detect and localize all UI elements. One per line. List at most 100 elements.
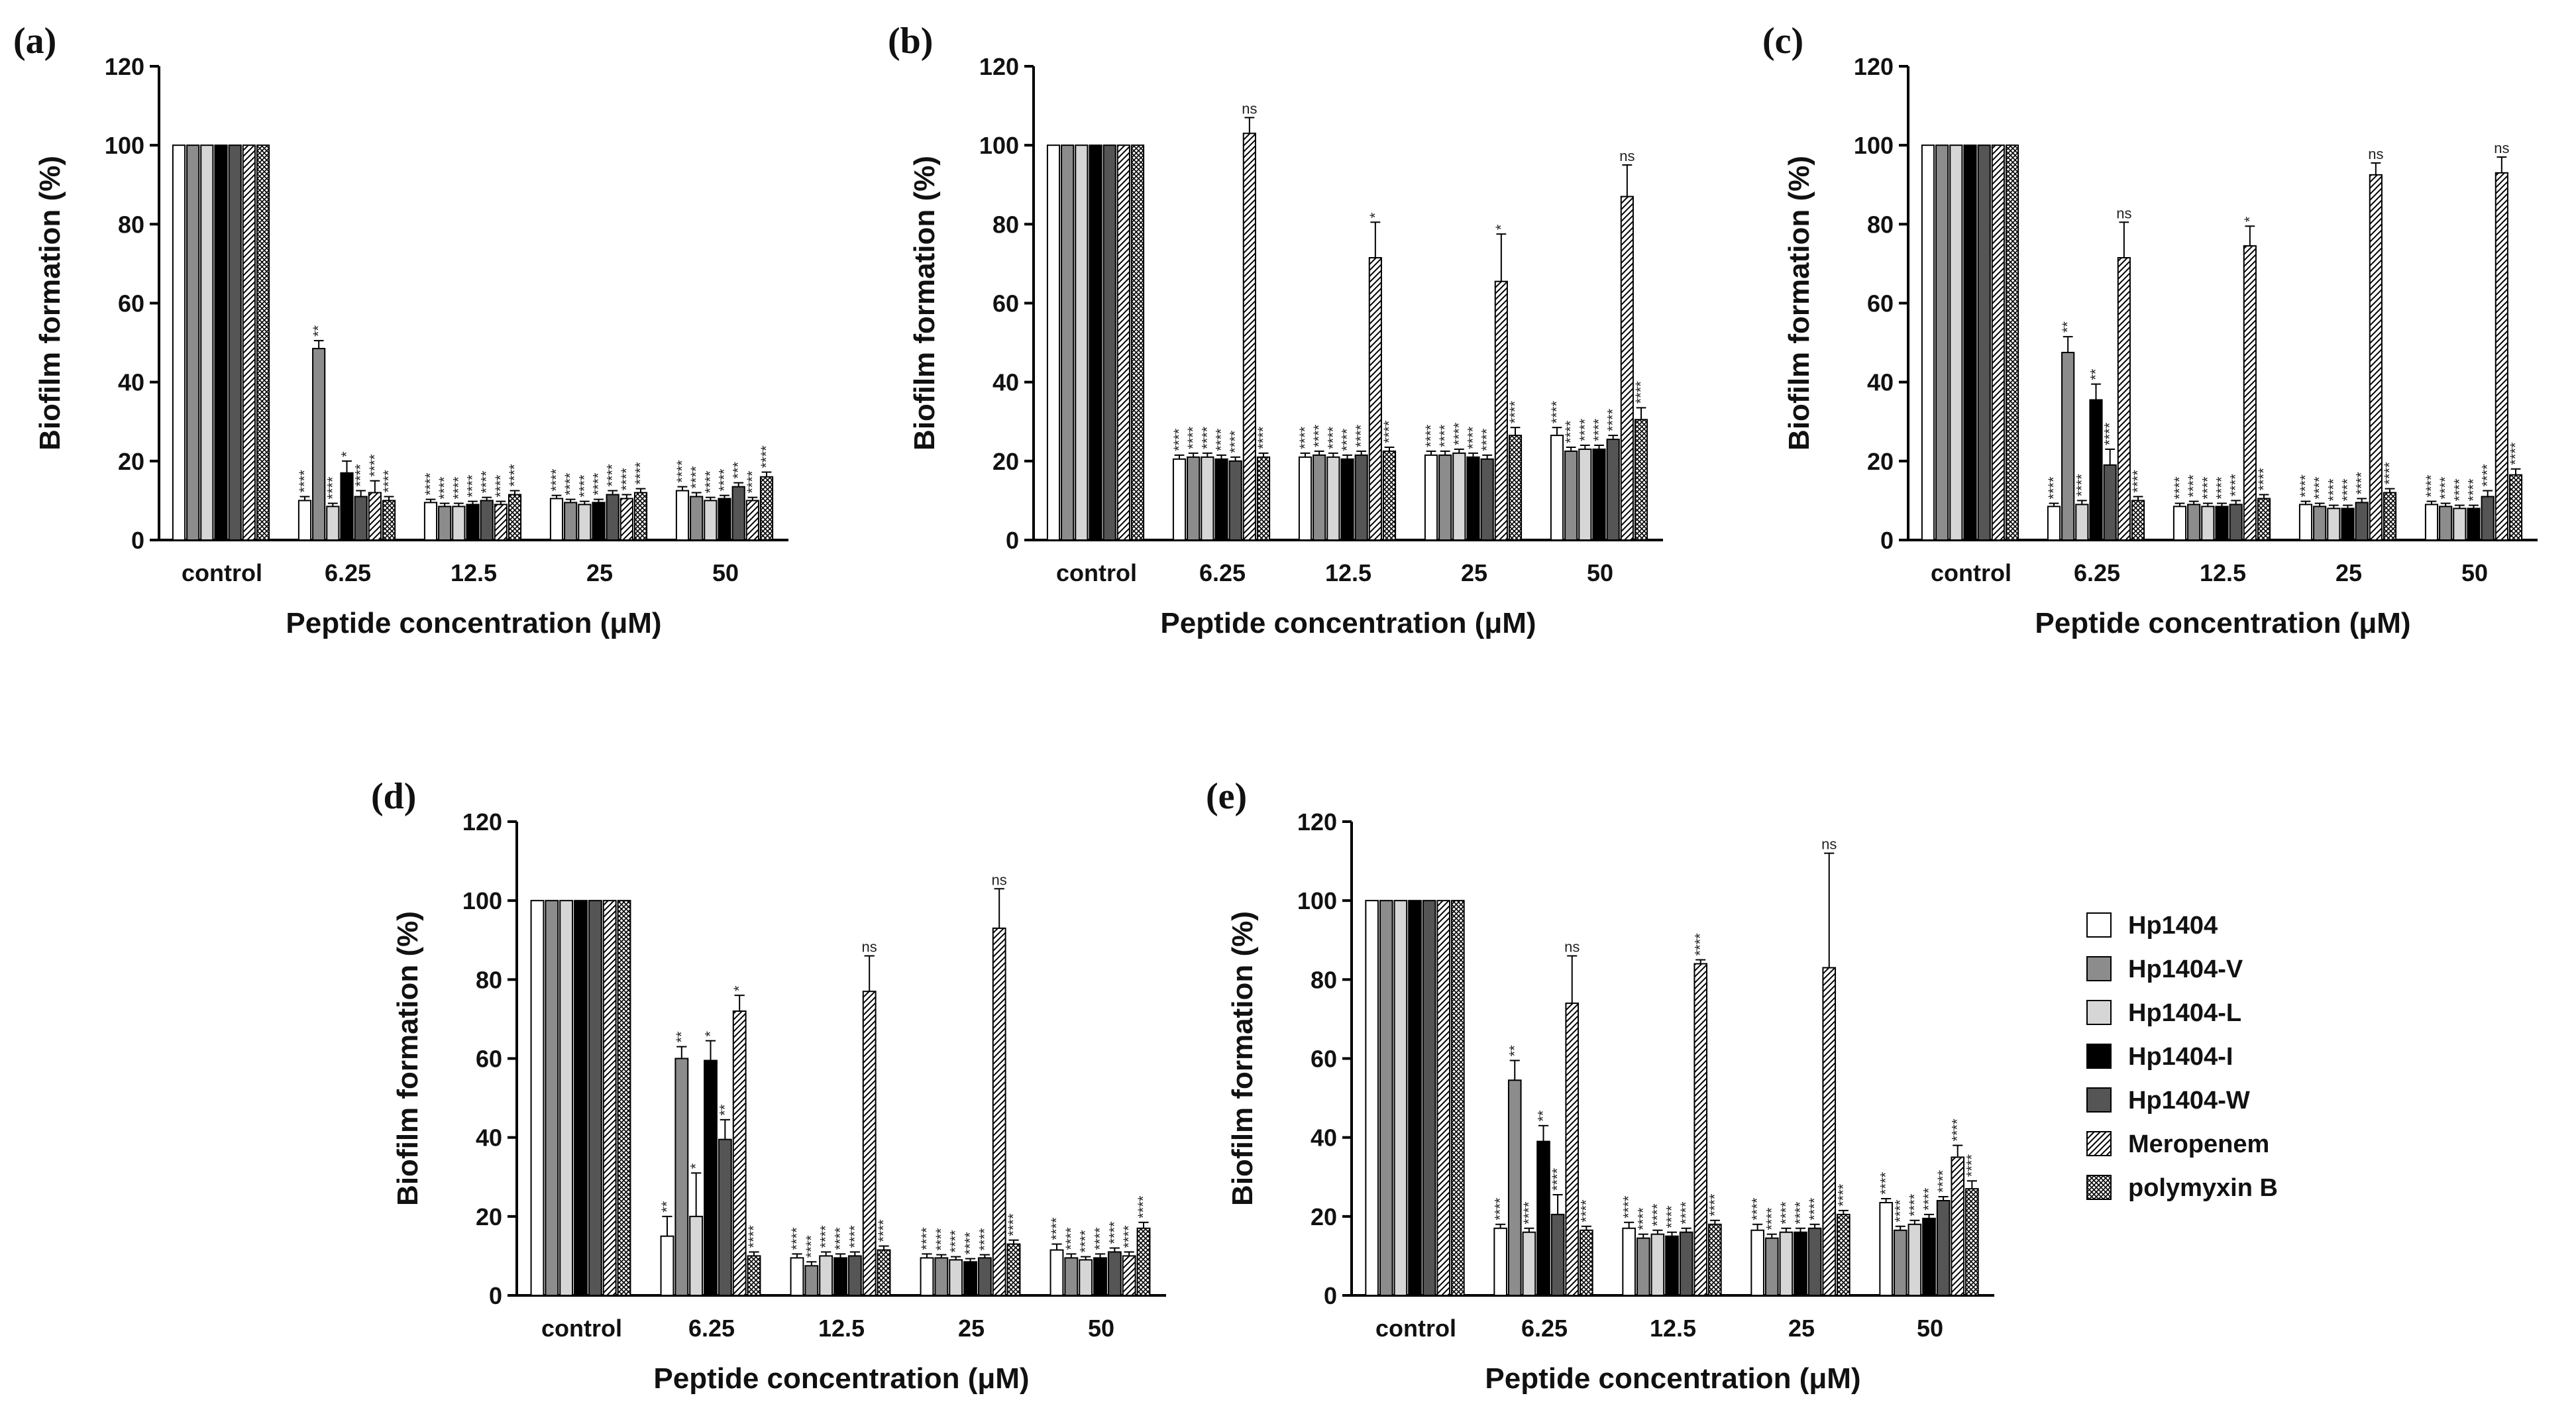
y-tick-label: 120 xyxy=(1297,808,1337,836)
significance-label: **** xyxy=(1749,1197,1766,1221)
y-tick-label: 40 xyxy=(118,369,144,396)
bar xyxy=(1382,450,1397,541)
legend: Hp1404 Hp1404-V Hp1404-L Hp1404-I Hp1404-W Me… xyxy=(2086,912,2278,1202)
x-tick-label: 12.5 xyxy=(2200,559,2246,586)
bar xyxy=(2131,500,2145,541)
significance-label: ns xyxy=(992,871,1007,888)
bar xyxy=(1214,458,1228,541)
bar xyxy=(1006,1243,1021,1296)
significance-label: **** xyxy=(1562,420,1579,443)
bar xyxy=(1228,460,1242,541)
bar xyxy=(2355,502,2369,541)
significance-label: **** xyxy=(2507,442,2524,465)
y-tick-label: 0 xyxy=(1006,527,1019,554)
bar xyxy=(1256,456,1271,541)
significance-label: **** xyxy=(436,476,453,500)
y-tick-label: 60 xyxy=(993,290,1019,317)
bar xyxy=(1116,144,1130,541)
y-tick-label: 80 xyxy=(993,211,1019,238)
y-tick-label: 100 xyxy=(979,132,1019,159)
significance-label: **** xyxy=(380,470,397,493)
bar xyxy=(1493,1227,1507,1297)
bar xyxy=(1550,435,1564,541)
bar xyxy=(934,1257,949,1297)
bar xyxy=(559,900,574,1296)
bar xyxy=(2467,508,2481,541)
x-tick-label: 6.25 xyxy=(688,1315,735,1342)
panel-label: (c) xyxy=(1762,21,1803,62)
bar xyxy=(2243,245,2257,541)
bar xyxy=(1242,133,1256,541)
bar xyxy=(2173,506,2187,541)
significance-label: **** xyxy=(1213,428,1230,451)
bar xyxy=(1620,195,1634,541)
bar xyxy=(674,1058,689,1296)
significance-label: **** xyxy=(2214,476,2230,500)
bar xyxy=(847,1255,862,1296)
significance-label: **** xyxy=(1549,1168,1566,1191)
x-tick-label: 25 xyxy=(2335,559,2362,586)
y-tick-label: 20 xyxy=(1311,1203,1337,1230)
y-tick-label: 60 xyxy=(1311,1046,1337,1073)
significance-label: * xyxy=(688,1163,704,1169)
y-tick-label: 40 xyxy=(1311,1124,1337,1152)
significance-label: **** xyxy=(1635,1207,1651,1230)
bar xyxy=(718,498,731,541)
bar xyxy=(2187,504,2201,541)
significance-label: **** xyxy=(976,1228,993,1251)
bar xyxy=(2481,496,2495,541)
bar xyxy=(1935,144,1949,541)
significance-label: **** xyxy=(1649,1203,1666,1226)
bar xyxy=(949,1259,963,1296)
significance-label: ** xyxy=(673,1031,690,1043)
bar xyxy=(619,498,633,541)
significance-label: **** xyxy=(918,1227,935,1250)
bar xyxy=(1965,1188,1979,1296)
significance-label: **** xyxy=(702,470,718,494)
bar xyxy=(606,494,619,541)
chart-panel: (d) 0 20 40 60 80 100 120 Biofilm formation (%) c… xyxy=(371,776,1166,1395)
bar xyxy=(759,476,774,541)
significance-label: **** xyxy=(2325,478,2341,502)
bar xyxy=(588,900,602,1296)
significance-label: **** xyxy=(1381,420,1397,443)
bar xyxy=(1393,900,1408,1296)
significance-label: **** xyxy=(1492,1197,1509,1221)
significance-label: **** xyxy=(1778,1201,1794,1224)
significance-label: * xyxy=(2241,216,2258,222)
bar xyxy=(256,144,270,541)
x-axis-title: Peptide concentration (μM) xyxy=(2035,607,2410,639)
bar xyxy=(1907,1223,1922,1296)
bar xyxy=(2298,504,2313,541)
y-tick-label: 20 xyxy=(993,448,1019,475)
bar xyxy=(1693,963,1708,1296)
bar xyxy=(1452,452,1466,541)
x-tick-label: 50 xyxy=(1917,1315,1943,1342)
y-tick-label: 120 xyxy=(462,808,502,836)
bar xyxy=(382,500,396,541)
x-tick-label: 6.25 xyxy=(1199,559,1246,586)
bar xyxy=(200,144,214,541)
bar xyxy=(1046,144,1061,541)
bar xyxy=(2369,174,2383,541)
bar xyxy=(1991,144,2005,541)
bar xyxy=(790,1257,804,1297)
bar xyxy=(1650,1233,1665,1297)
significance-label: **** xyxy=(1479,428,1495,451)
bar xyxy=(633,492,648,541)
significance-label: **** xyxy=(1621,1195,1637,1219)
x-axis-title: Peptide concentration (μM) xyxy=(286,607,661,639)
significance-label: **** xyxy=(2381,462,2398,485)
bar xyxy=(804,1265,819,1296)
legend-label: Hp1404-W xyxy=(2128,1087,2250,1115)
significance-label: ** xyxy=(2088,368,2104,380)
bar xyxy=(2117,256,2131,541)
significance-label: * xyxy=(1367,212,1383,218)
x-axis-title: Peptide concentration (μM) xyxy=(653,1362,1029,1395)
bar xyxy=(660,1235,674,1296)
significance-label: **** xyxy=(632,462,649,485)
bar xyxy=(1679,1231,1693,1296)
significance-label: ns xyxy=(2368,146,2383,162)
y-tick-label: 0 xyxy=(1324,1282,1337,1309)
significance-label: **** xyxy=(604,464,621,487)
